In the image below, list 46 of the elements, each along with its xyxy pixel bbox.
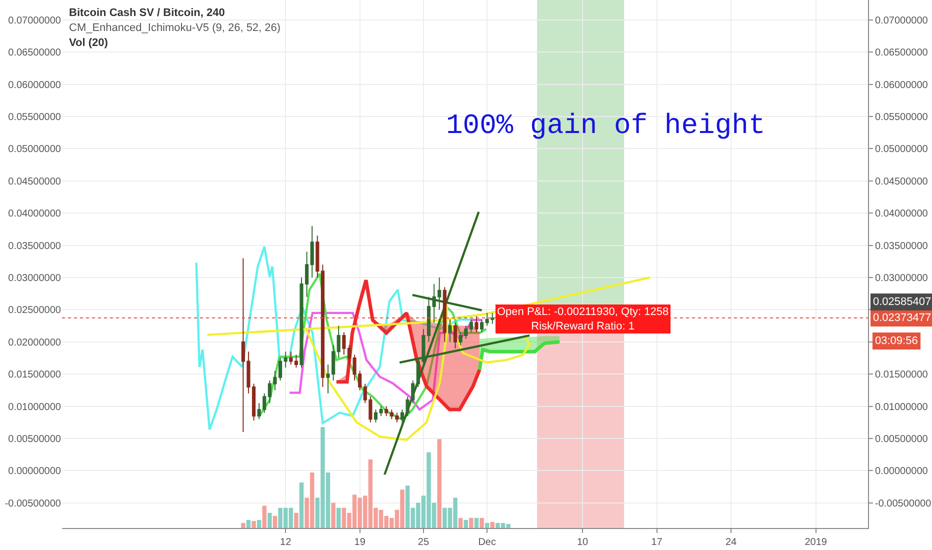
y2-tick-label: 0.05000000 (875, 144, 928, 156)
y2-tick-label: 0.05500000 (875, 112, 928, 124)
x-tick-label: 10 (576, 537, 589, 548)
text: CM_Enhanced_Ichimoku-V5 (9, 26, 52, 26) (69, 22, 281, 34)
y2-tick-label: 0.00500000 (875, 434, 928, 445)
y2-tick-label: 0.00000000 (875, 466, 928, 478)
y2-tick-label: 0.06500000 (875, 48, 928, 59)
y2-tick-label: 0.07000000 (875, 15, 928, 26)
y-tick-label: 0.06500000 (8, 48, 62, 59)
y-tick-label: 0.04500000 (8, 176, 62, 188)
y-tick-label: 0.00000000 (8, 466, 62, 478)
y-tick-label: 0.01500000 (8, 370, 62, 381)
x-tick-label: 19 (354, 537, 366, 548)
x-tick-label: Dec (478, 537, 496, 548)
text: 0.02585407 (873, 296, 932, 308)
x-tick-label: 2019 (804, 537, 828, 548)
x-tick-label: 17 (651, 537, 663, 548)
y-tick-label: 0.02500000 (8, 305, 62, 316)
x-tick-label: 24 (725, 537, 738, 548)
y-tick-label: 0.02000000 (8, 337, 62, 348)
y2-tick-label: 0.03000000 (875, 273, 928, 284)
ref-line-label: 0.02373477 (873, 312, 932, 324)
y2-tick-label: 0.04000000 (875, 208, 928, 220)
y-tick-label: 0.04000000 (8, 208, 62, 220)
chart-title: Vol (20) (69, 37, 108, 49)
x-tick-label: 25 (418, 537, 430, 548)
y-tick-label: 0.00500000 (8, 434, 62, 445)
y2-tick-label: 0.03500000 (875, 240, 928, 252)
y-tick-label: 0.06000000 (8, 80, 62, 91)
x-tick-label: 12 (280, 537, 292, 548)
y-tick-label: -0.00500000 (4, 498, 62, 510)
y-tick-label: 0.05000000 (8, 144, 62, 156)
y-tick-label: 0.07000000 (8, 15, 62, 26)
y-tick-label: 0.01000000 (8, 402, 62, 413)
y2-tick-label: 0.04500000 (875, 176, 928, 188)
y2-tick-label: 0.06000000 (875, 80, 928, 91)
y2-tick-label: 0.01500000 (875, 370, 928, 381)
y2-tick-label: -0.00500000 (875, 498, 932, 510)
y-tick-label: 0.05500000 (8, 112, 62, 124)
annotation: Open P&L: -0.00211930, Qty: 1258 Risk/Reward Ratio: 1 (497, 306, 669, 332)
annotation: 100% gain of height (446, 111, 766, 142)
text: Bitcoin Cash SV / Bitcoin, 240 (69, 7, 225, 19)
y-tick-label: 0.03000000 (8, 273, 62, 284)
y2-tick-label: 0.01000000 (875, 402, 928, 413)
text: 03:09:56 (875, 335, 918, 347)
y-tick-label: 0.03500000 (8, 240, 62, 252)
